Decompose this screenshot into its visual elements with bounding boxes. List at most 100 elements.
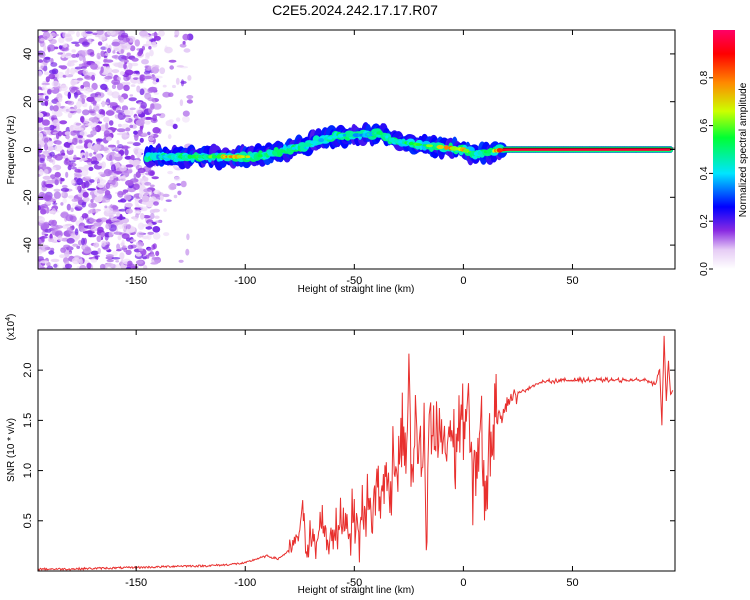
noise-speckle — [168, 59, 177, 63]
noise-speckle — [145, 40, 152, 47]
noise-speckle — [150, 262, 159, 265]
noise-speckle — [76, 77, 84, 81]
noise-speckle — [155, 78, 160, 83]
ridge-core-mark — [378, 130, 383, 136]
noise-speckle — [92, 126, 98, 131]
heatmap-x-tick-label: 50 — [566, 275, 578, 287]
ridge-core-mark — [291, 147, 296, 150]
noise-speckle — [147, 66, 151, 69]
noise-speckle — [109, 214, 115, 219]
ridge-core-mark — [318, 138, 325, 143]
noise-speckle — [53, 263, 58, 268]
noise-speckle — [64, 70, 70, 76]
noise-speckle — [71, 166, 77, 170]
snr-y-tick-label: 2.0 — [22, 363, 34, 378]
noise-speckle — [135, 252, 142, 257]
noise-speckle — [50, 62, 58, 67]
noise-speckle — [50, 258, 60, 263]
noise-speckle — [67, 30, 76, 35]
noise-speckle — [139, 137, 144, 143]
noise-speckle — [136, 48, 142, 51]
noise-speckle — [84, 123, 93, 127]
noise-speckle — [182, 115, 190, 123]
noise-speckle — [60, 247, 66, 253]
noise-speckle — [77, 185, 82, 191]
noise-speckle — [40, 37, 45, 42]
noise-speckle — [74, 66, 83, 70]
noise-speckle — [51, 219, 57, 226]
noise-speckle — [116, 249, 122, 252]
noise-speckle — [116, 216, 126, 220]
noise-speckle — [133, 173, 137, 179]
noise-speckle — [62, 198, 67, 204]
noise-speckle — [105, 122, 109, 130]
noise-speckle — [49, 124, 55, 131]
noise-speckle — [177, 190, 182, 196]
noise-speckle — [137, 148, 144, 154]
noise-speckle — [121, 239, 125, 246]
snr-y-tick-label: 0.5 — [22, 513, 34, 528]
noise-speckle — [142, 215, 151, 219]
noise-speckle — [81, 201, 87, 208]
noise-speckle — [136, 231, 144, 238]
noise-speckle — [154, 220, 162, 223]
noise-speckle — [144, 120, 151, 125]
noise-speckle — [67, 100, 75, 106]
noise-speckle — [71, 202, 79, 208]
noise-speckle — [72, 130, 80, 133]
noise-speckle — [70, 67, 75, 75]
noise-speckle — [74, 228, 79, 236]
noise-speckle — [145, 35, 153, 40]
ridge-core-mark — [436, 144, 445, 150]
noise-speckle — [72, 163, 77, 167]
noise-speckle — [104, 205, 108, 209]
noise-speckle — [173, 176, 181, 182]
heatmap-y-tick-label: 40 — [22, 48, 34, 60]
noise-speckle — [55, 132, 60, 140]
noise-speckle — [90, 63, 98, 70]
ridge-core-mark — [477, 150, 483, 156]
noise-speckle — [129, 124, 134, 129]
noise-speckle — [38, 261, 42, 269]
noise-speckle — [153, 92, 159, 95]
noise-speckle — [130, 84, 136, 87]
noise-speckle — [174, 34, 179, 38]
noise-speckle — [60, 202, 64, 206]
ridge-core-mark — [331, 135, 338, 139]
noise-speckle — [95, 139, 103, 143]
ridge-core-mark — [178, 154, 184, 159]
noise-speckle — [44, 143, 48, 151]
noise-speckle — [48, 73, 56, 80]
noise-speckle — [104, 240, 108, 246]
snr-x-tick-label: 0 — [460, 577, 466, 589]
noise-speckle — [141, 45, 145, 51]
noise-speckle — [99, 263, 106, 269]
noise-speckle — [48, 69, 57, 75]
heatmap-x-axis-label: Height of straight line (km) — [298, 284, 415, 295]
noise-speckle — [65, 171, 69, 178]
noise-speckle — [38, 86, 42, 90]
noise-speckle — [119, 71, 125, 76]
noise-speckle — [92, 144, 102, 151]
noise-speckle — [123, 248, 128, 253]
noise-speckle — [144, 116, 153, 120]
noise-speckle — [47, 46, 51, 53]
noise-speckle — [80, 85, 85, 89]
noise-speckle — [118, 40, 127, 45]
noise-speckle — [136, 152, 142, 158]
noise-speckle — [71, 53, 77, 58]
heatmap-x-tick-label: 0 — [460, 275, 466, 287]
noise-speckle — [96, 52, 101, 60]
noise-speckle — [164, 46, 173, 54]
noise-speckle — [71, 41, 80, 45]
noise-speckle — [81, 237, 85, 246]
noise-speckle — [47, 140, 52, 147]
noise-speckle — [86, 134, 94, 138]
heatmap-x-tick-label: -50 — [346, 275, 362, 287]
noise-speckle — [142, 256, 147, 260]
noise-speckle — [111, 69, 120, 74]
noise-speckle — [106, 89, 112, 96]
noise-speckle — [175, 117, 181, 122]
noise-speckle — [151, 41, 157, 46]
noise-speckle — [105, 110, 115, 116]
